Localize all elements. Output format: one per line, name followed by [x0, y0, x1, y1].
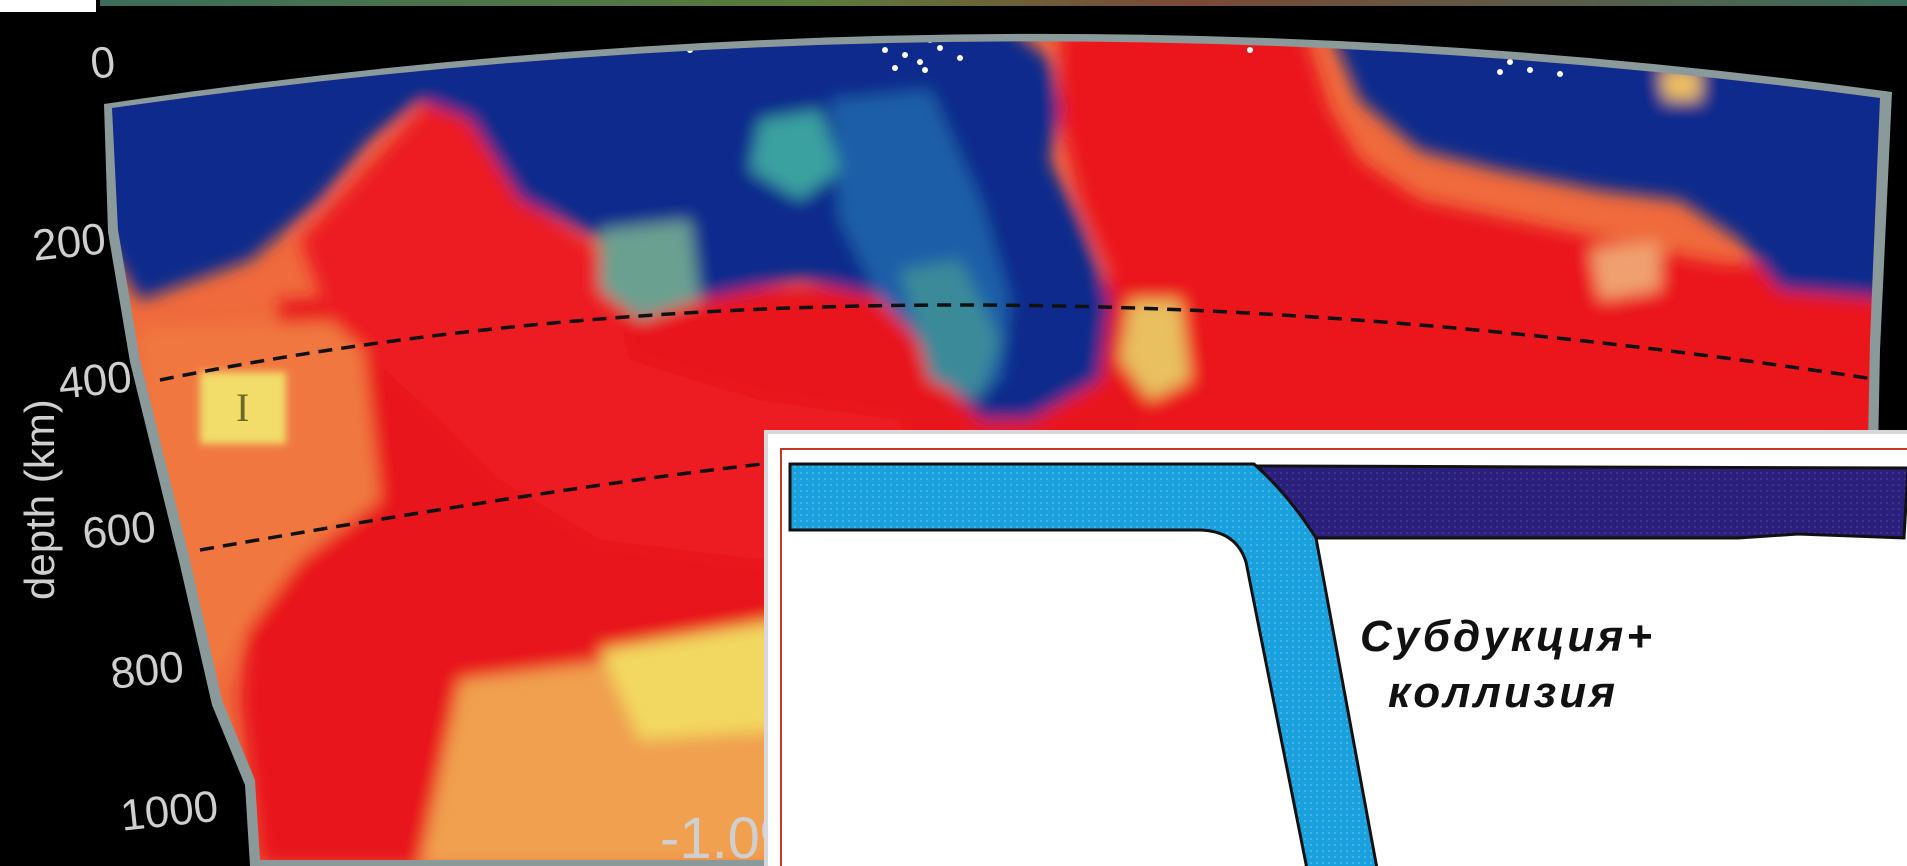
- region-i-patch: [200, 372, 286, 444]
- transition-gray: [600, 220, 700, 320]
- slow-anomaly-right: [1060, 41, 1880, 430]
- subducting-slab: [788, 462, 1379, 866]
- warm-spot-top-right: [1660, 70, 1700, 100]
- corner-patch: [0, 0, 96, 12]
- depth-tick-600: 600: [80, 502, 159, 559]
- overriding-plate: [1254, 464, 1907, 540]
- depth-tick-200: 200: [30, 214, 109, 271]
- top-color-strip: [100, 0, 1907, 6]
- fast-anomaly-right: [1330, 41, 1880, 300]
- inset-frame: [780, 448, 1907, 866]
- discontinuity-410: [159, 303, 1880, 382]
- transition-yellow: [1120, 300, 1190, 400]
- subduction-inset: Субдукция+ коллизия: [764, 430, 1907, 866]
- warm-spot-right: [1590, 240, 1660, 300]
- inset-caption-line1: Субдукция+: [1360, 612, 1655, 661]
- discontinuity-660: [199, 458, 801, 552]
- subduction-schematic: [788, 462, 1907, 866]
- depth-tick-400: 400: [56, 352, 135, 409]
- transition-teal-2: [900, 260, 1000, 400]
- depth-tick-1000: 1000: [118, 781, 221, 841]
- depth-tick-800: 800: [108, 642, 187, 699]
- depth-axis-title: depth (km): [16, 399, 63, 600]
- region-label: I: [236, 385, 250, 430]
- transition-teal: [750, 110, 840, 200]
- inset-caption-line2: коллизия: [1388, 668, 1619, 717]
- depth-tick-0: 0: [88, 37, 118, 89]
- yellow-patch-bottom: [600, 620, 780, 740]
